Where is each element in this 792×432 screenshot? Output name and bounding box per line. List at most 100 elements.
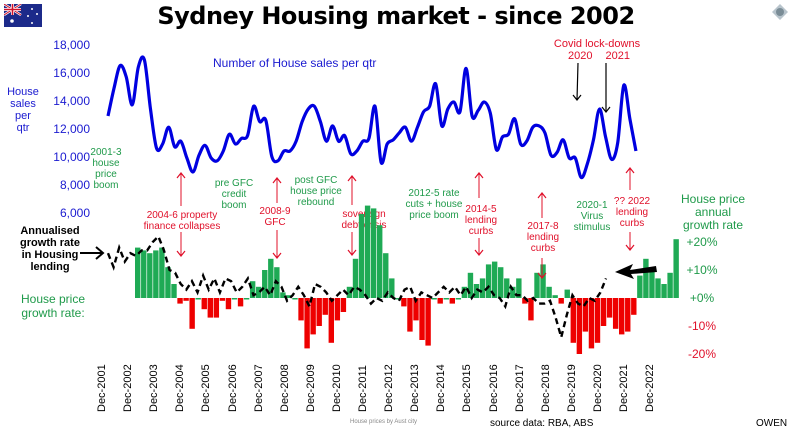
arrow-head [474,172,484,179]
annotation-line: lending [464,215,498,226]
arrow-head [272,177,282,184]
annotation-post-gfc: post GFC house price rebound [290,175,342,208]
annotation-line: 2004-6 property [146,210,218,221]
price-growth-bar [189,298,195,329]
price-growth-bar [552,295,558,298]
price-growth-bar [346,286,353,298]
price-growth-bar [407,298,413,332]
annotation-line: 2008-9 [259,206,291,217]
left-axis-tick: 6,000 [59,206,90,220]
price-growth-bar [159,247,165,298]
arrow-head [625,244,635,251]
price-growth-bar [310,298,316,335]
arrow-current-lending [615,264,657,279]
price-growth-bar [558,298,564,304]
arrow-head [347,249,357,256]
price-growth-bar [588,298,595,349]
annotation-year-2021: 2021 [605,50,630,62]
annotation-line: 2012-5 rate [408,188,460,199]
x-axis-tick: Dec-2018 [539,364,552,412]
arrow-head [601,106,611,113]
price-growth-bar [625,298,631,332]
australia-flag-icon [4,4,42,27]
x-axis-tick: Dec-2012 [383,364,396,412]
price-growth-bar [612,298,619,329]
right-axis-tick: +0% [689,291,715,305]
footer-source: source data: RBA, ABS [490,418,594,429]
chart-title: Sydney Housing market - since 2002 [157,2,635,30]
annotation-line: price boom [409,210,459,221]
price-growth-bar [395,298,401,300]
arrow-head [474,249,484,256]
price-growth-bar [637,275,643,298]
price-growth-bar [594,298,601,343]
price-growth-bar [286,295,292,298]
x-axis-tick: Dec-2019 [565,364,578,412]
price-growth-bar [455,298,462,300]
arrow-head [537,272,547,279]
price-growth-bar [177,298,183,304]
price-growth-bar [655,278,661,298]
left-axis-label-line: House [7,86,39,98]
price-growth-bar [576,298,583,354]
price-growth-bar [334,298,341,321]
price-growth-bar [231,298,238,300]
x-axis-tick: Dec-2006 [226,364,239,412]
sales-series-label: Number of House sales per qtr [213,56,377,70]
price-growth-bar [649,270,655,298]
right-axis-label: House price annual growth rate [668,193,758,232]
price-growth-bar [419,298,425,340]
annotation-line: 2014-5 [465,204,497,215]
right-axis-tick: +20% [686,235,718,249]
left-axis-tick: 16,000 [53,66,90,80]
left-axis-label-line: per [15,110,31,122]
annotation-line: GFC [264,217,286,228]
price-growth-bar [467,272,474,298]
price-growth-bar [280,292,286,298]
price-growth-bar [383,253,389,298]
annotation-curbs-2022: ?? 2022 lending curbs [612,196,652,229]
price-growth-bar [256,286,262,298]
footer-author: OWEN [756,418,788,429]
left-axis-tick: 12,000 [53,122,90,136]
logo-icon [772,4,788,20]
annotation-line: curbs [619,218,645,229]
annotation-rate-cuts: 2012-5 rate cuts + house price boom [404,188,464,221]
price-growth-bar [510,286,516,298]
lending-label-line: growth rate [20,237,80,249]
x-axis-tick: Dec-2022 [644,364,657,412]
x-axis-tick: Dec-2001 [96,364,108,412]
price-growth-bar [437,298,443,304]
price-growth-bar [322,298,328,315]
annotation-gfc: 2008-9 GFC [255,206,295,228]
x-axis-tick: Dec-2020 [591,364,604,412]
price-growth-bar [473,284,480,298]
annotation-line: pre GFC [214,178,254,189]
price-growth-bar [606,298,613,318]
annotation-line: rebound [297,197,335,208]
annotation-line: lending [526,232,560,243]
annotation-line: ?? 2022 [613,196,651,207]
right-axis-tick: +10% [686,263,718,277]
annotation-arrows [80,62,657,279]
annotation-sovereign: sovereign debt crisis [338,209,390,231]
price-growth-bar [491,261,498,298]
right-axis-label-line: growth rate [682,218,744,232]
annotation-line: price [95,169,117,180]
price-growth-bar [316,298,322,326]
price-growth-bar [377,225,383,298]
price-growth-bar [219,298,226,301]
x-axis-tick: Dec-2017 [513,364,526,412]
annotation-virus-stimulus: 2020-1 Virus stimulus [572,200,612,233]
x-axis-tick: Dec-2007 [252,364,265,412]
sales-line [106,55,638,180]
price-growth-bar [631,298,637,315]
arrow-head [625,167,635,174]
annotation-line: 2020-1 [576,200,608,211]
x-axis-tick: Dec-2011 [357,365,369,412]
annotation-line: sovereign [342,209,386,220]
price-growth-bar [165,267,171,298]
annotation-line: curbs [530,243,556,254]
price-growth-label-line: growth rate: [21,306,85,320]
lending-series-label: Annualised growth rate in Housing lendin… [8,225,92,273]
